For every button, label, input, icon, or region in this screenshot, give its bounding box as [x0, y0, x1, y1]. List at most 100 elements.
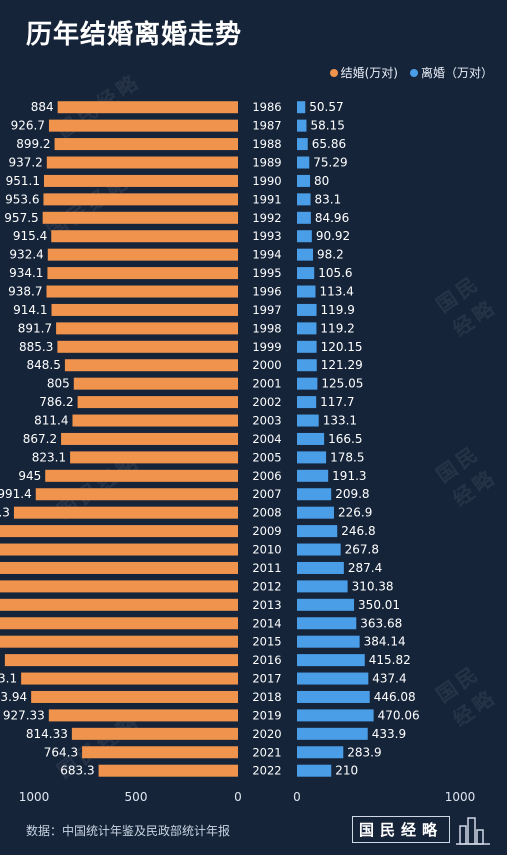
marriage-bar [0, 580, 238, 593]
divorce-bar [297, 617, 357, 630]
marriage-value-label: 951.1 [6, 174, 40, 188]
marriage-bar [0, 525, 239, 538]
divorce-bar [297, 690, 370, 703]
year-label: 2013 [252, 598, 281, 612]
marriage-value-label: 1013.94 [0, 690, 27, 704]
year-label: 1993 [252, 229, 281, 243]
marriage-value-label: 937.2 [8, 156, 42, 170]
divorce-bar [297, 414, 319, 427]
divorce-value-label: 80 [314, 174, 329, 188]
marriage-bar [61, 432, 238, 445]
divorce-value-label: 113.4 [319, 285, 353, 299]
divorce-bar [297, 506, 334, 519]
year-label: 2004 [252, 432, 281, 446]
year-label: 2020 [252, 727, 281, 741]
marriage-bar [57, 101, 238, 114]
divorce-bar [297, 488, 332, 501]
marriage-bar [56, 322, 238, 335]
divorce-value-label: 226.9 [338, 506, 372, 520]
divorce-bar [297, 469, 329, 482]
divorce-value-label: 125.05 [321, 377, 363, 391]
year-label: 1995 [252, 266, 281, 280]
legend-divorce: 离婚（万对） [409, 64, 493, 81]
year-label: 2010 [252, 543, 281, 557]
legend-marriage-label: 结婚(万对) [340, 66, 398, 80]
year-label: 2017 [252, 672, 281, 686]
marriage-bar [21, 672, 239, 685]
year-label: 2005 [252, 450, 281, 464]
marriage-bar [43, 193, 238, 206]
divorce-bar [297, 764, 332, 777]
divorce-value-label: 90.92 [316, 229, 350, 243]
divorce-value-label: 246.8 [341, 524, 375, 538]
year-label: 1999 [252, 340, 281, 354]
divorce-value-label: 105.6 [318, 266, 352, 280]
divorce-bar [297, 561, 344, 574]
marriage-dot-icon [329, 68, 338, 77]
divorce-value-label: 50.57 [309, 100, 343, 114]
legend: 结婚(万对) 离婚（万对） [329, 64, 493, 81]
divorce-bar [297, 119, 307, 132]
year-label: 2011 [252, 561, 281, 575]
year-label: 2001 [252, 377, 281, 391]
year-label: 1987 [252, 119, 281, 133]
year-label: 2021 [252, 745, 281, 759]
divorce-bar [297, 580, 348, 593]
chart-title: 历年结婚离婚走势 [26, 20, 243, 50]
marriage-bar [51, 303, 238, 316]
year-label: 2002 [252, 395, 281, 409]
marriage-bar [98, 764, 238, 777]
marriage-value-label: 1063.1 [0, 672, 17, 686]
divorce-value-label: 267.8 [345, 543, 379, 557]
divorce-value-label: 384.14 [364, 635, 406, 649]
year-label: 1989 [252, 156, 281, 170]
divorce-value-label: 84.96 [315, 211, 349, 225]
year-label: 1998 [252, 321, 281, 335]
left-axis-tick: 1000 [19, 790, 50, 804]
marriage-bar [73, 377, 238, 390]
marriage-value-label: 934.1 [9, 266, 43, 280]
year-label: 2007 [252, 487, 281, 501]
marriage-value-label: 915.4 [13, 229, 47, 243]
year-label: 2000 [252, 358, 281, 372]
year-label: 2015 [252, 635, 281, 649]
marriage-value-label: 1098.3 [0, 506, 10, 520]
year-label: 1991 [252, 192, 281, 206]
marriage-value-label: 1142.82 [0, 653, 1, 667]
marriage-bar [13, 506, 238, 519]
year-label: 2014 [252, 616, 281, 630]
marriage-bar [47, 267, 238, 280]
year-label: 2008 [252, 506, 281, 520]
divorce-bar [297, 635, 360, 648]
divorce-bar [297, 138, 308, 151]
marriage-bar [42, 211, 238, 224]
year-label: 2022 [252, 764, 281, 778]
year-label: 1992 [252, 211, 281, 225]
marriage-value-label: 786.2 [39, 395, 73, 409]
source-note: 数据：中国统计年鉴及民政部统计年报 [26, 824, 231, 838]
marriage-value-label: 938.7 [8, 285, 42, 299]
marriage-bar [0, 543, 239, 556]
divorce-dot-icon [409, 68, 418, 77]
year-label: 2012 [252, 579, 281, 593]
building-icon [456, 817, 490, 845]
divorce-bar [297, 230, 312, 243]
right-axis-tick: 0 [293, 790, 301, 804]
divorce-value-label: 75.29 [313, 156, 347, 170]
year-label: 2018 [252, 690, 281, 704]
marriage-bar [46, 285, 238, 298]
divorce-value-label: 191.3 [332, 469, 366, 483]
divorce-value-label: 178.5 [330, 450, 364, 464]
brand-logo: 国民经略 [352, 810, 492, 846]
divorce-value-label: 363.68 [360, 616, 402, 630]
divorce-bar [297, 267, 315, 280]
divorce-value-label: 437.4 [372, 672, 406, 686]
marriage-bar [31, 690, 239, 703]
marriage-value-label: 891.7 [18, 321, 52, 335]
divorce-bar [297, 709, 374, 722]
marriage-bar [51, 230, 239, 243]
marriage-bar [43, 174, 238, 187]
year-label: 2016 [252, 653, 281, 667]
marriage-bar [0, 561, 238, 574]
divorce-bar [297, 525, 338, 538]
